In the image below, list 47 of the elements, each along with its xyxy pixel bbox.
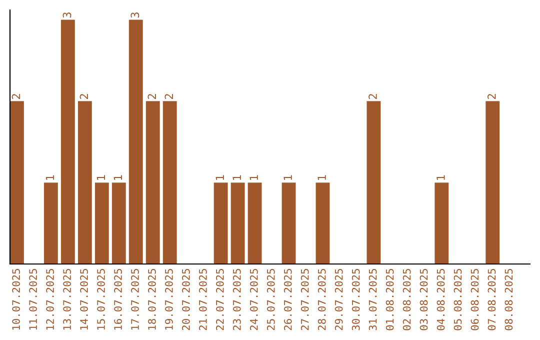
data-label: 1 (284, 175, 292, 180)
x-tick-label: 25.07.2025 (266, 269, 275, 330)
x-tick-label: 16.07.2025 (114, 269, 122, 330)
data-label: 1 (232, 175, 241, 180)
x-tick-label: 17.07.2025 (131, 269, 139, 330)
data-label: 1 (46, 175, 54, 180)
data-label: 2 (368, 94, 377, 99)
data-label: 1 (436, 175, 445, 180)
x-tick-label: 24.07.2025 (250, 269, 258, 330)
x-tick-label: 15.07.2025 (97, 269, 105, 330)
x-tick-label: 20.07.2025 (182, 269, 190, 330)
x-tick-label: 29.07.2025 (334, 269, 343, 330)
x-tick-label: 28.07.2025 (318, 269, 326, 330)
x-tick-label: 10.07.2025 (12, 269, 20, 330)
x-tick-label: 23.07.2025 (232, 269, 241, 330)
x-tick-label: 03.08.2025 (420, 269, 428, 330)
x-tick-label: 05.08.2025 (454, 269, 462, 330)
data-label: 2 (164, 94, 173, 99)
x-tick-label: 18.07.2025 (148, 269, 156, 330)
data-label: 2 (80, 94, 88, 99)
data-label: 1 (250, 175, 258, 180)
data-label: 1 (96, 175, 105, 180)
data-label: 1 (216, 175, 224, 180)
x-tick-label: 27.07.2025 (300, 269, 309, 330)
data-label: 3 (130, 12, 140, 18)
x-tick-label: 06.08.2025 (470, 269, 479, 330)
data-label: 3 (62, 12, 72, 18)
data-label: 2 (148, 94, 156, 99)
x-tick-label: 01.08.2025 (386, 269, 394, 330)
x-tick-label: 12.07.2025 (46, 269, 54, 330)
x-tick-label: 07.08.2025 (488, 269, 496, 330)
data-label: 1 (318, 175, 326, 180)
x-tick-label: 04.08.2025 (436, 269, 445, 330)
x-tick-label: 08.08.2025 (504, 269, 513, 330)
x-tick-label: 21.07.2025 (199, 269, 207, 330)
x-tick-label: 14.07.2025 (80, 269, 88, 330)
data-label: 2 (487, 94, 496, 99)
data-label: 2 (12, 94, 20, 99)
x-tick-label: 22.07.2025 (216, 269, 224, 330)
x-tick-label: 19.07.2025 (165, 269, 173, 330)
x-tick-label: 02.08.2025 (402, 269, 411, 330)
x-tick-label: 31.07.2025 (368, 269, 377, 330)
x-tick-label: 13.07.2025 (63, 269, 71, 330)
x-tick-label: 11.07.2025 (29, 269, 38, 330)
x-tick-label: 26.07.2025 (284, 269, 292, 330)
x-tick-label: 30.07.2025 (352, 269, 360, 330)
data-label: 1 (114, 175, 122, 180)
